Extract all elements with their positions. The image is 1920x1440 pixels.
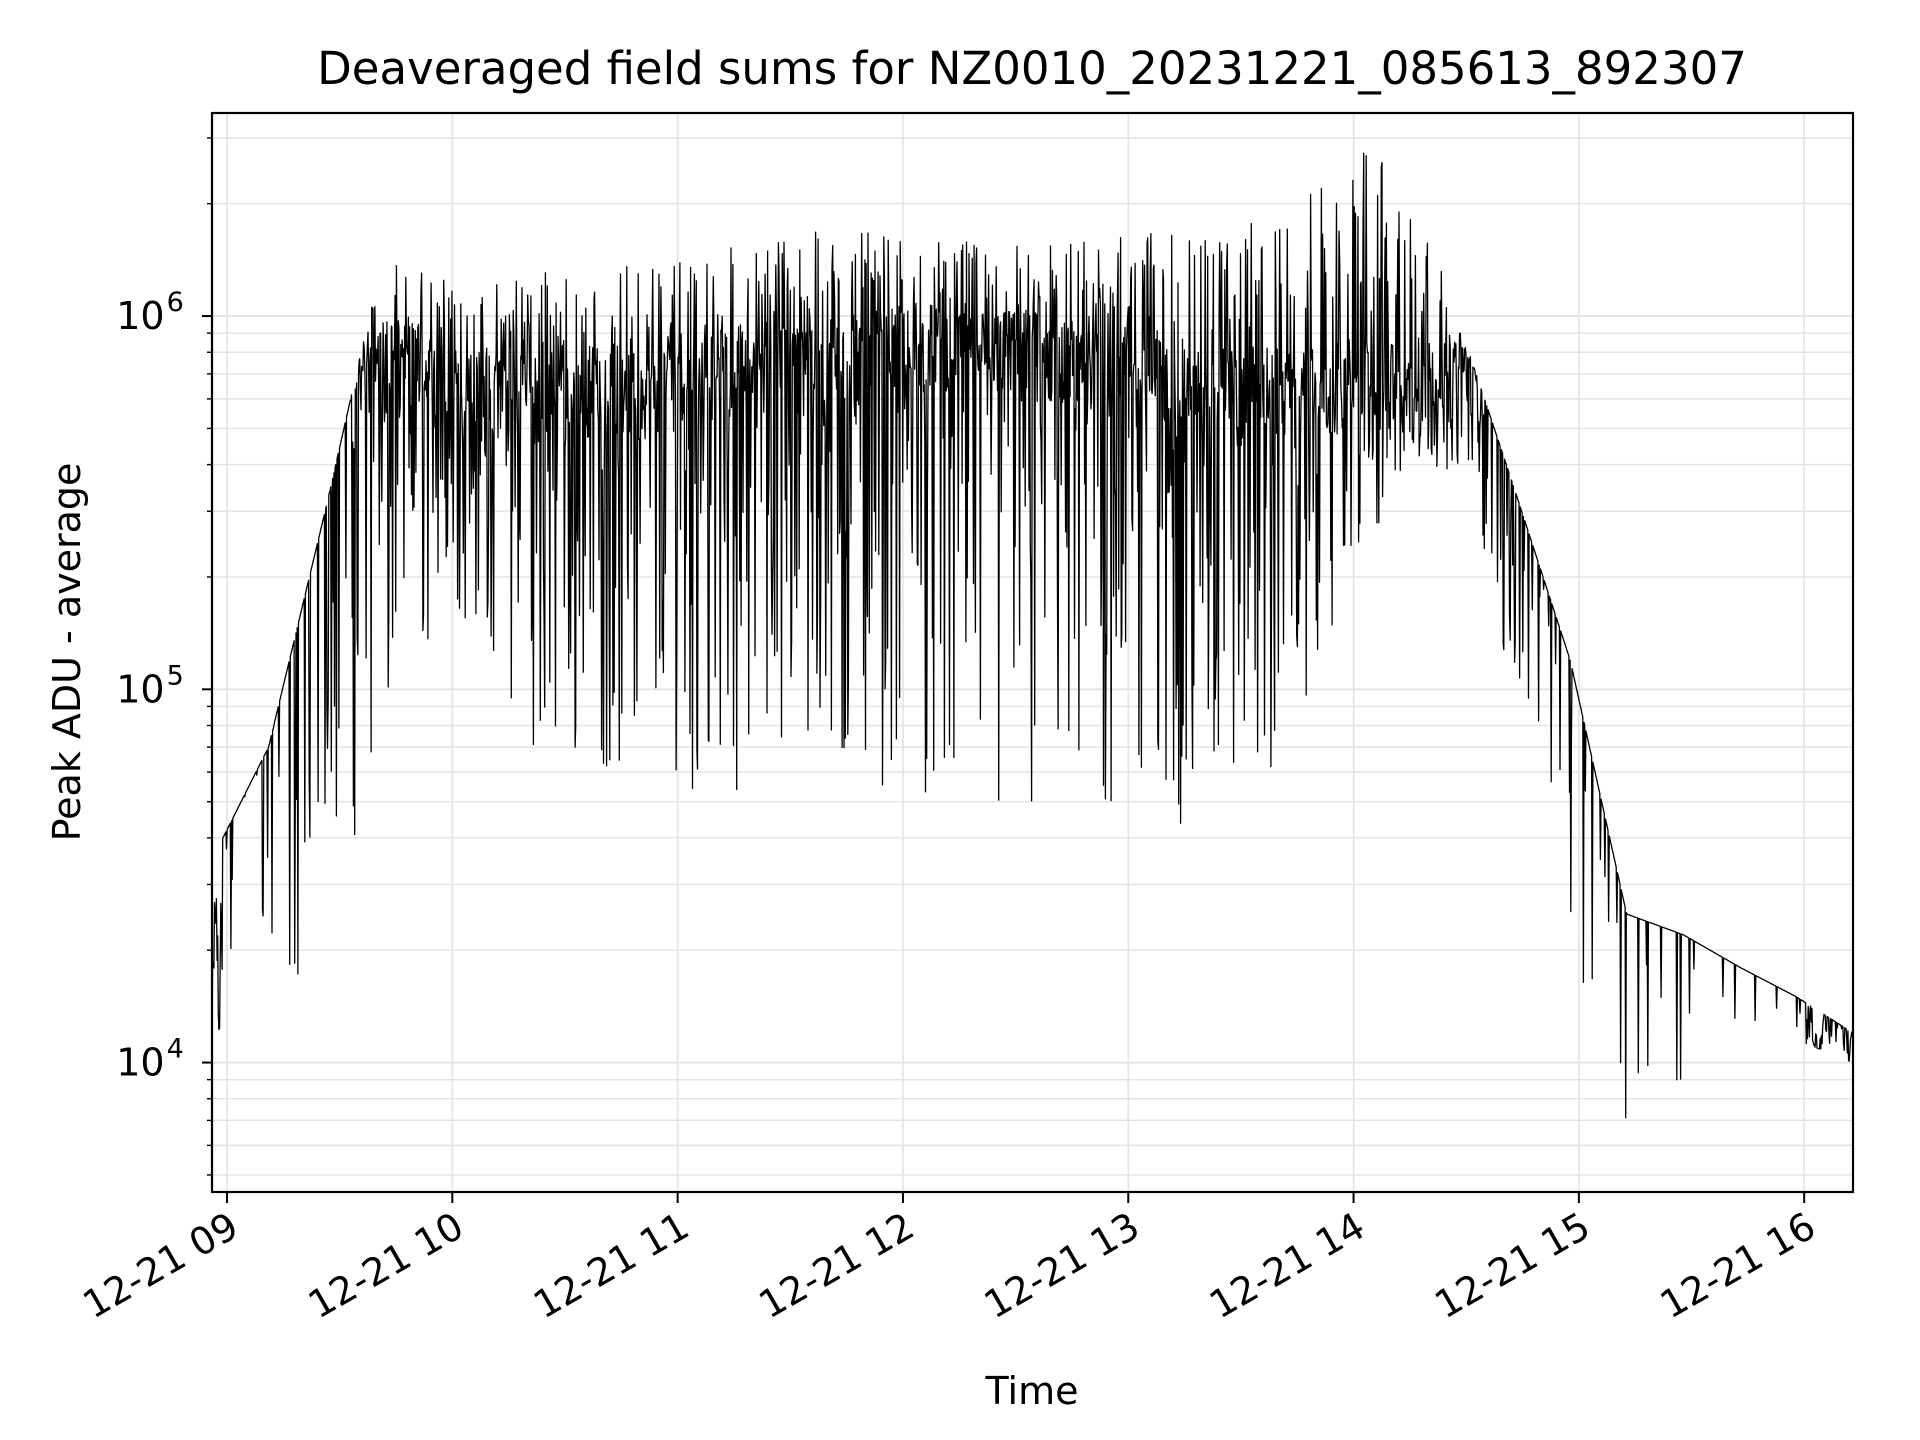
- y-tick-exponent: 5: [167, 660, 184, 691]
- y-tick-exponent: 6: [167, 287, 184, 318]
- chart-title: Deaveraged field sums for NZ0010_2023122…: [317, 42, 1747, 95]
- y-tick-exponent: 4: [167, 1034, 184, 1065]
- plot-frame: [210, 111, 1855, 1194]
- data-line: [211, 152, 1854, 1119]
- x-axis-label: Time: [985, 1369, 1079, 1413]
- y-axis-label: Peak ADU - average: [45, 463, 89, 842]
- data-line-group: [211, 152, 1854, 1119]
